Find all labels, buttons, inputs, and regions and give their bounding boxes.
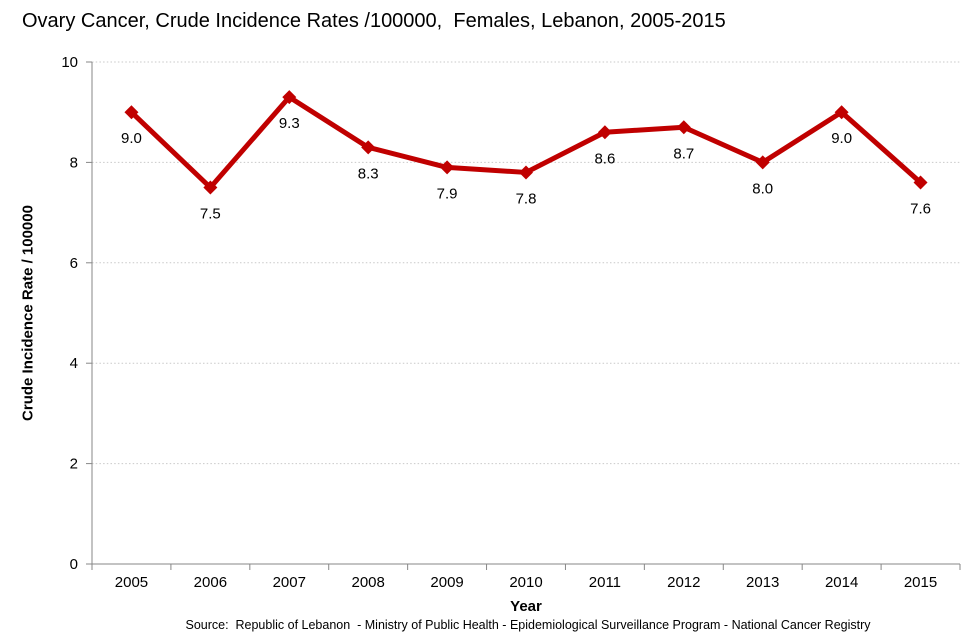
y-tick-label: 4 [70,355,78,372]
x-tick-label: 2014 [825,574,858,591]
x-tick-label: 2008 [351,574,384,591]
chart-title: Ovary Cancer, Crude Incidence Rates /100… [22,10,726,32]
x-tick-label: 2011 [589,574,621,591]
data-label: 9.3 [279,115,300,132]
x-tick-label: 2007 [273,574,306,591]
data-point-marker [676,120,691,135]
data-point-marker [755,155,770,170]
y-tick-label: 2 [70,456,78,473]
data-point-marker [913,175,928,190]
data-label: 7.8 [516,190,537,207]
data-label: 8.0 [752,180,773,197]
data-point-marker [361,140,376,155]
data-point-marker [124,105,139,120]
x-tick-label: 2012 [667,574,700,591]
x-tick-label: 2005 [115,574,148,591]
x-tick-label: 2015 [904,574,937,591]
y-tick-label: 0 [70,556,78,573]
data-label: 8.6 [594,150,615,167]
data-label: 8.3 [358,165,379,182]
data-label: 7.5 [200,206,221,223]
y-tick-label: 6 [70,255,78,272]
data-point-marker [834,105,849,120]
x-tick-label: 2006 [194,574,227,591]
x-axis-title: Year [510,598,542,615]
data-label: 7.9 [437,185,458,202]
y-tick-label: 10 [61,54,78,71]
data-label: 9.0 [831,130,852,147]
data-point-marker [519,165,533,180]
data-point-marker [597,125,612,140]
x-tick-label: 2009 [430,574,463,591]
x-tick-label: 2010 [509,574,542,591]
source-note: Source: Republic of Lebanon - Ministry o… [185,618,871,632]
x-tick-label: 2013 [746,574,779,591]
data-label: 8.7 [673,145,694,162]
data-point-marker [440,160,455,175]
data-point-marker [203,180,218,195]
data-label: 7.6 [910,200,931,217]
y-tick-label: 8 [70,154,78,171]
data-point-marker [282,90,297,105]
data-label: 9.0 [121,130,142,147]
